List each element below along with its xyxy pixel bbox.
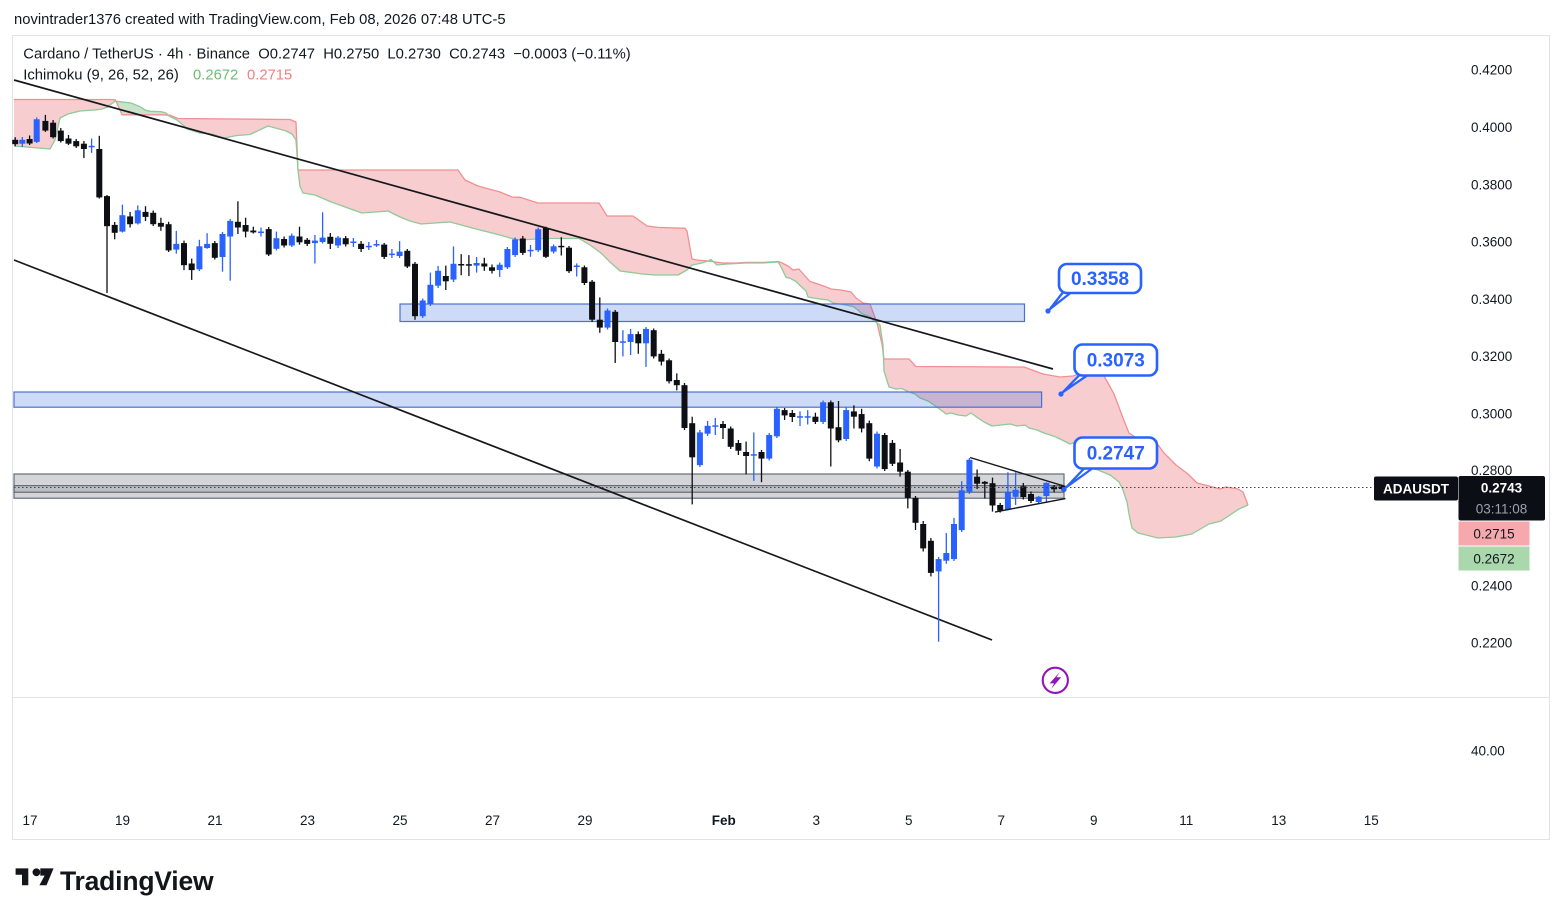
- svg-text:27: 27: [485, 813, 500, 828]
- svg-text:0.4200: 0.4200: [1471, 63, 1512, 78]
- svg-text:0.3200: 0.3200: [1471, 349, 1512, 364]
- svg-text:25: 25: [392, 813, 407, 828]
- svg-text:0.3600: 0.3600: [1471, 235, 1512, 250]
- svg-text:novintrader1376 created with T: novintrader1376 created with TradingView…: [14, 12, 506, 28]
- svg-text:0.2800: 0.2800: [1471, 463, 1512, 478]
- svg-text:0.2715: 0.2715: [1473, 527, 1514, 542]
- svg-text:0.3358: 0.3358: [1071, 269, 1129, 290]
- svg-text:0.2200: 0.2200: [1471, 636, 1512, 651]
- svg-text:7: 7: [998, 813, 1006, 828]
- svg-text:TradingView: TradingView: [60, 866, 214, 896]
- svg-text:0.3000: 0.3000: [1471, 407, 1512, 422]
- svg-text:15: 15: [1364, 813, 1379, 828]
- svg-text:23: 23: [300, 813, 315, 828]
- svg-text:21: 21: [207, 813, 222, 828]
- svg-text:0.4000: 0.4000: [1471, 120, 1512, 135]
- svg-text:3: 3: [813, 813, 821, 828]
- svg-text:03:11:08: 03:11:08: [1476, 502, 1528, 517]
- svg-text:5: 5: [905, 813, 913, 828]
- svg-text:13: 13: [1271, 813, 1286, 828]
- svg-text:0.2715: 0.2715: [247, 68, 292, 84]
- svg-text:0.3073: 0.3073: [1087, 351, 1145, 372]
- svg-text:0.3800: 0.3800: [1471, 177, 1512, 192]
- svg-text:ADAUSDT: ADAUSDT: [1383, 482, 1450, 497]
- svg-text:9: 9: [1090, 813, 1098, 828]
- svg-text:40.00: 40.00: [1471, 744, 1505, 759]
- svg-text:Cardano / TetherUS · 4h · Bina: Cardano / TetherUS · 4h · Binance O0.274…: [23, 47, 630, 63]
- svg-text:Feb: Feb: [712, 813, 736, 828]
- svg-text:0.3400: 0.3400: [1471, 292, 1512, 307]
- svg-text:0.2672: 0.2672: [1473, 552, 1514, 567]
- svg-text:0.2747: 0.2747: [1087, 444, 1145, 465]
- svg-text:0.2400: 0.2400: [1471, 578, 1512, 593]
- svg-text:0.2743: 0.2743: [1481, 481, 1523, 496]
- svg-text:17: 17: [22, 813, 37, 828]
- svg-text:29: 29: [577, 813, 592, 828]
- svg-text:0.2672: 0.2672: [193, 68, 238, 84]
- svg-text:11: 11: [1179, 813, 1193, 828]
- svg-text:Ichimoku (9, 26, 52, 26): Ichimoku (9, 26, 52, 26): [23, 68, 179, 84]
- svg-text:19: 19: [115, 813, 130, 828]
